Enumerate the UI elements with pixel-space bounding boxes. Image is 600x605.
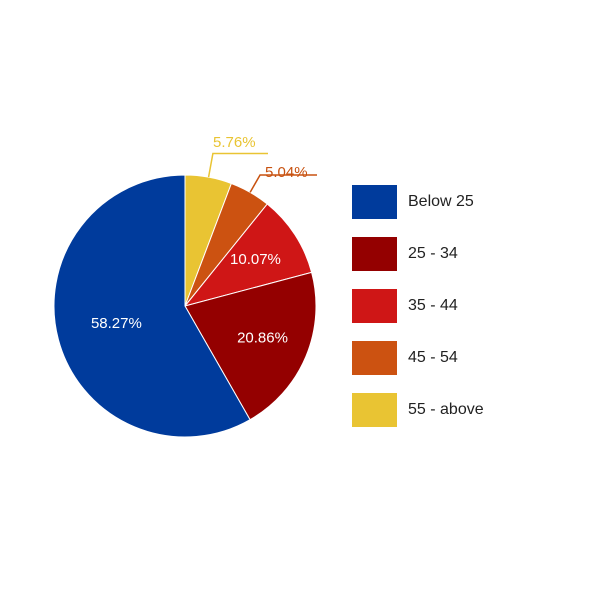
pie-slice-25-34 bbox=[184, 271, 317, 421]
data-label-45-54: 5.04% bbox=[265, 164, 308, 181]
legend-swatch-below-25 bbox=[352, 185, 397, 219]
legend-label-45-54: 45 - 54 bbox=[408, 349, 458, 366]
data-label-55-above: 5.76% bbox=[213, 134, 256, 151]
legend-item-45-54: 45 - 54 bbox=[352, 341, 572, 375]
legend-label-55-above: 55 - above bbox=[408, 401, 484, 418]
data-label-35-44: 10.07% bbox=[230, 251, 281, 268]
legend-swatch-55-above bbox=[352, 393, 397, 427]
leader-line-45-54 bbox=[249, 174, 317, 193]
legend-item-55-above: 55 - above bbox=[352, 393, 572, 427]
legend-swatch-25-34 bbox=[352, 237, 397, 271]
legend: Below 25 25 - 34 35 - 44 45 - 54 55 - ab… bbox=[352, 185, 572, 445]
data-label-25-34: 20.86% bbox=[237, 329, 288, 346]
legend-item-below-25: Below 25 bbox=[352, 185, 572, 219]
legend-label-below-25: Below 25 bbox=[408, 193, 474, 210]
pie-slice-below-25 bbox=[53, 174, 251, 438]
leader-line-55-above bbox=[207, 152, 268, 178]
legend-item-35-44: 35 - 44 bbox=[352, 289, 572, 323]
legend-label-35-44: 35 - 44 bbox=[408, 297, 458, 314]
legend-swatch-35-44 bbox=[352, 289, 397, 323]
data-label-below-25: 58.27% bbox=[91, 315, 142, 332]
legend-item-25-34: 25 - 34 bbox=[352, 237, 572, 271]
legend-label-25-34: 25 - 34 bbox=[408, 245, 458, 262]
legend-swatch-45-54 bbox=[352, 341, 397, 375]
